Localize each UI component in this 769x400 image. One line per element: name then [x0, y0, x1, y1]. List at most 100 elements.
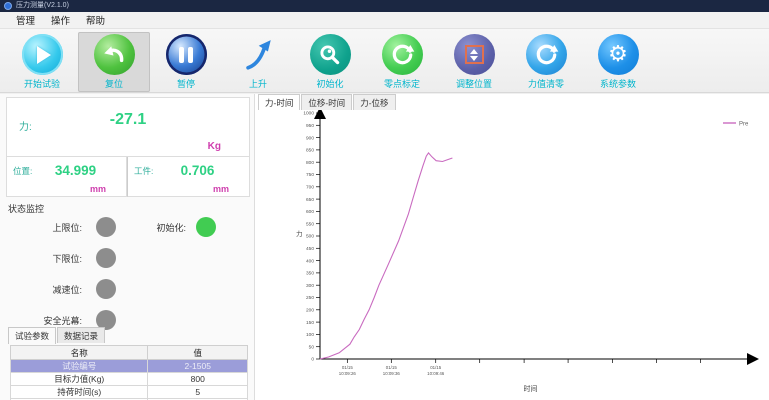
y-tick-label: 850 [306, 148, 314, 154]
y-tick-label: 700 [306, 185, 314, 191]
table-row[interactable]: 目标力值(Kg) 800 [9, 372, 248, 386]
x-tick-label-date: 01/15 [430, 365, 442, 370]
status-indicator-gray [96, 217, 116, 237]
param-tab-1[interactable]: 数据记录 [57, 327, 106, 343]
param-tab-0[interactable]: 试验参数 [8, 327, 57, 344]
y-tick-label: 450 [306, 246, 314, 252]
toolbar-button-pause[interactable]: 暂停 [150, 32, 222, 92]
x-tick-label-time: 10:09:36 [383, 371, 401, 376]
force-unit: Kg [207, 141, 221, 152]
param-name-cell: 目标力值(Kg) [9, 372, 149, 386]
force-value: -27.1 [109, 111, 147, 128]
status-label: 减速位: [52, 284, 82, 295]
adjust-position-icon [453, 34, 495, 75]
y-tick-label: 50 [309, 344, 315, 350]
y-tick-label: 300 [306, 283, 314, 289]
x-axis-arrow [747, 353, 759, 365]
magnifier-icon [309, 34, 351, 75]
status-indicator-gray [96, 248, 116, 268]
x-tick-label-time: 10:09:26 [339, 371, 357, 376]
toolbar-button-reset[interactable]: 复位 [78, 32, 150, 92]
status-row-2: 减速位: [0, 278, 116, 300]
y-axis-arrow [314, 110, 326, 119]
y-tick-label: 400 [306, 258, 314, 264]
app-icon [4, 2, 12, 10]
param-tabs: 试验参数 数据记录 [8, 327, 106, 344]
chart-tab-1[interactable]: 位移-时间 [301, 94, 353, 110]
chart-tab-2[interactable]: 力-位移 [353, 94, 396, 110]
y-tick-label: 600 [306, 209, 314, 215]
position-value: 34.999 [54, 163, 97, 178]
y-tick-label: 200 [306, 308, 314, 314]
play-icon [21, 34, 63, 75]
x-tick-label-date: 01/15 [342, 365, 354, 370]
refresh-icon [525, 34, 567, 75]
toolbar-button-rise[interactable]: 上升 [222, 32, 294, 92]
status-indicator-gray [96, 279, 116, 299]
toolbar-button-label: 暂停 [176, 79, 195, 89]
status-label: 上限位: [52, 222, 82, 233]
y-tick-label: 900 [306, 135, 314, 141]
table-row[interactable]: 减速点(mm)3.8 [9, 398, 248, 400]
param-name-cell: 减速点(mm) [9, 398, 149, 400]
y-tick-label: 0 [311, 357, 314, 363]
menubar: 管理 操作 帮助 [0, 12, 769, 29]
toolbar-button-zcal[interactable]: 零点标定 [366, 32, 438, 92]
menu-item-2[interactable]: 帮助 [86, 16, 106, 27]
status-label: 初始化: [156, 222, 186, 233]
legend-label: Pre [739, 122, 749, 128]
status-row-1: 下限位: [0, 247, 116, 269]
param-name-cell: 持荷时间(s) [9, 385, 149, 399]
y-tick-label: 500 [306, 234, 314, 240]
status-label: 下限位: [52, 253, 82, 264]
y-tick-label: 650 [306, 197, 314, 203]
reset-icon [93, 34, 135, 75]
status-label: 安全光幕: [43, 315, 82, 326]
position-unit: mm [89, 184, 106, 194]
y-tick-label: 350 [306, 271, 314, 277]
status-indicator-green [196, 217, 216, 237]
force-readout: 力: -27.1 Kg [6, 97, 250, 157]
menu-item-0[interactable]: 管理 [16, 16, 36, 27]
force-time-chart: 0 50 100 150 200 250 300 350 400 450 500 550 600 650 7… [296, 110, 759, 393]
x-tick-label-date: 01/15 [386, 365, 398, 370]
toolbar-button-label: 力值清零 [527, 79, 564, 89]
toolbar-button-label: 零点标定 [383, 79, 420, 89]
y-tick-label: 150 [306, 320, 314, 326]
toolbar-button-label: 系统参数 [599, 79, 636, 89]
column-header-name: 名称 [9, 345, 149, 360]
table-row[interactable]: 持荷时间(s) 5 [9, 385, 248, 399]
force-curve [319, 152, 453, 360]
x-axis-title: 时间 [524, 384, 538, 393]
toolbar-button-sys[interactable]: ⚙ 系统参数 [582, 32, 654, 92]
status-section-title: 状态监控 [8, 204, 45, 214]
column-header-value: 值 [147, 345, 248, 360]
toolbar-button-adjust[interactable]: 调整位置 [438, 32, 510, 92]
workpiece-unit: mm [212, 184, 229, 194]
force-label: 力: [19, 122, 32, 133]
y-tick-label: 800 [306, 160, 314, 166]
param-value-cell: 5 [147, 385, 248, 399]
status-row-3: 安全光幕: [0, 309, 116, 331]
param-name-cell: 试验编号 [9, 359, 149, 373]
menu-item-1[interactable]: 操作 [51, 16, 71, 27]
status-row-init: 初始化: [148, 216, 216, 238]
y-tick-label: 250 [306, 295, 314, 301]
toolbar-button-play[interactable]: 开始试验 [6, 32, 78, 92]
y-tick-label: 1000 [303, 111, 314, 117]
position-label: 位置: [13, 166, 33, 176]
y-tick-label: 950 [306, 123, 314, 129]
toolbar-button-fclear[interactable]: 力值清零 [510, 32, 582, 92]
chart-tab-0[interactable]: 力-时间 [258, 94, 301, 111]
param-value-cell: 2-1505 [147, 359, 248, 373]
chart-panel: 力-时间 位移-时间 力-位移 0 50 100 150 200 250 300 350 400 45… [255, 94, 769, 400]
toolbar-button-init[interactable]: 初始化 [294, 32, 366, 92]
chart-tabs: 力-时间 位移-时间 力-位移 [258, 94, 397, 111]
y-tick-label: 750 [306, 172, 314, 178]
table-row[interactable]: 试验编号 2-1505 [9, 359, 248, 373]
param-value-cell: 800 [147, 372, 248, 386]
y-tick-label: 100 [306, 332, 314, 338]
y-axis-title: 力 [296, 229, 303, 238]
chart-area: 0 50 100 150 200 250 300 350 400 450 500 550 600 650 7… [255, 110, 769, 400]
